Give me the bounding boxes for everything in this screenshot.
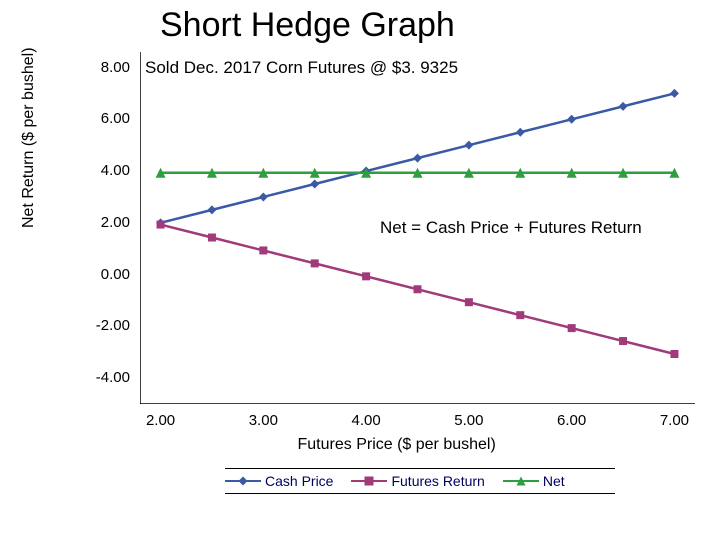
y-tick-label: 6.00 xyxy=(101,110,130,127)
x-axis-label: Futures Price ($ per bushel) xyxy=(298,436,496,454)
y-tick-label: 2.00 xyxy=(101,214,130,231)
chart-legend: Cash Price Futures Return Net xyxy=(225,468,615,494)
series-futures-return xyxy=(157,221,679,358)
y-axis-label: Net Return ($ per bushel) xyxy=(20,47,38,228)
x-tick-label: 3.00 xyxy=(243,412,283,429)
y-tick-label: 8.00 xyxy=(101,59,130,76)
y-tick-label: 4.00 xyxy=(101,162,130,179)
legend-label: Net xyxy=(543,473,565,489)
page-title: Short Hedge Graph xyxy=(160,6,455,45)
legend-item-cash-price: Cash Price xyxy=(225,473,333,489)
legend-label: Cash Price xyxy=(265,473,333,489)
x-tick-label: 2.00 xyxy=(141,412,181,429)
legend-item-futures-return: Futures Return xyxy=(351,473,484,489)
series-net xyxy=(156,168,680,178)
y-tick-label: -2.00 xyxy=(96,317,130,334)
hedge-chart xyxy=(140,52,695,404)
x-tick-label: 4.00 xyxy=(346,412,386,429)
x-tick-label: 6.00 xyxy=(552,412,592,429)
series-cash-price xyxy=(156,89,679,227)
x-tick-label: 5.00 xyxy=(449,412,489,429)
legend-item-net: Net xyxy=(503,473,565,489)
legend-label: Futures Return xyxy=(391,473,484,489)
x-tick-label: 7.00 xyxy=(654,412,694,429)
y-tick-label: -4.00 xyxy=(96,369,130,386)
y-tick-label: 0.00 xyxy=(101,266,130,283)
